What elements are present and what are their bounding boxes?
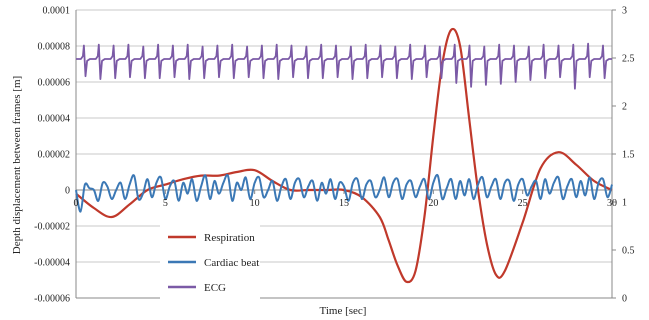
y2-tick-label: 2 (622, 102, 627, 113)
x-tick-label: 25 (518, 198, 528, 209)
series-lines (75, 27, 613, 284)
x-axis-title: Time [sec] (320, 305, 367, 317)
y2-tick-label: 3 (622, 6, 627, 17)
series-line-ecg (76, 42, 612, 90)
legend-label: Cardiac beat (204, 257, 259, 269)
x-tick-label: 5 (163, 198, 168, 209)
y-tick-label: 0.0001 (43, 6, 71, 17)
x-tick-label: 20 (428, 198, 438, 209)
y-tick-label: -0.00002 (34, 222, 70, 233)
y-tick-label: 0.00006 (38, 78, 71, 89)
y-axis-title: Depth displacement between frames [m] (11, 76, 23, 254)
legend: Respiration Cardiac beat ECG (160, 223, 260, 300)
y2-tick-label: 0 (622, 294, 627, 305)
x-tick-label: 15 (339, 198, 349, 209)
y2-tick-label: 0.5 (622, 246, 635, 257)
y-tick-label: -0.00006 (34, 294, 70, 305)
y-tick-label: 0.00008 (38, 42, 71, 53)
x-tick-label: 30 (607, 198, 617, 209)
y2-tick-label: 1 (622, 198, 627, 209)
y-tick-label: 0 (65, 186, 70, 197)
tick-labels: -0.00006 -0.00004 -0.00002 0 0.00002 0.00004 0… (34, 6, 634, 305)
y2-tick-label: 2.5 (622, 54, 635, 65)
y-tick-label: -0.00004 (34, 258, 70, 269)
legend-label: ECG (204, 282, 226, 294)
series-line-cardiac-beat (75, 173, 613, 213)
series-line-respiration (75, 27, 613, 284)
x-tick-label: 10 (250, 198, 260, 209)
y2-tick-label: 1.5 (622, 150, 635, 161)
y-tick-label: 0.00004 (38, 114, 71, 125)
y-tick-label: 0.00002 (38, 150, 71, 161)
x-tick-label: 0 (74, 198, 79, 209)
legend-label: Respiration (204, 232, 255, 244)
